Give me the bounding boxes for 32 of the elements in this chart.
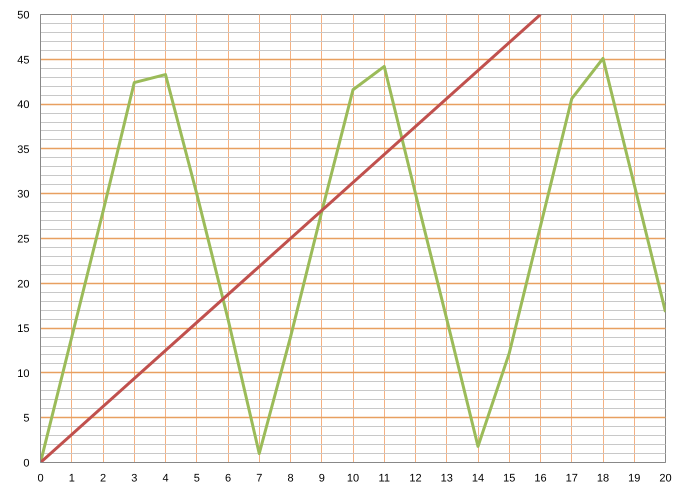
x-tick-label: 18 bbox=[596, 472, 610, 484]
y-tick-label: 20 bbox=[17, 278, 30, 290]
y-tick-label: 50 bbox=[17, 10, 30, 22]
x-tick-label: 14 bbox=[472, 472, 484, 484]
x-tick-label: 19 bbox=[628, 472, 640, 484]
x-tick-label: 3 bbox=[131, 472, 138, 484]
x-tick-label: 1 bbox=[68, 472, 75, 484]
x-tick-label: 9 bbox=[318, 472, 325, 484]
y-tick-label: 0 bbox=[23, 458, 30, 470]
x-tick-label: 5 bbox=[194, 472, 200, 484]
x-tick-label: 11 bbox=[378, 472, 390, 484]
x-tick-label: 7 bbox=[256, 472, 262, 484]
x-tick-label: 0 bbox=[37, 472, 44, 484]
x-tick-label: 10 bbox=[346, 472, 360, 484]
y-tick-label: 5 bbox=[23, 412, 30, 425]
y-tick-label: 25 bbox=[17, 234, 30, 246]
x-tick-label: 13 bbox=[440, 472, 453, 484]
x-tick-label: 16 bbox=[534, 472, 547, 484]
y-tick-label: 15 bbox=[17, 323, 30, 336]
y-tick-label: 10 bbox=[17, 368, 30, 380]
x-tick-label: 12 bbox=[409, 472, 422, 484]
x-tick-label: 6 bbox=[224, 472, 232, 484]
x-tick-label: 17 bbox=[566, 472, 578, 484]
x-tick-label: 15 bbox=[503, 472, 516, 484]
y-tick-label: 40 bbox=[17, 99, 30, 112]
x-tick-label: 4 bbox=[162, 472, 169, 484]
x-tick-label: 20 bbox=[659, 472, 672, 484]
y-tick-label: 35 bbox=[17, 144, 30, 156]
x-tick-label: 8 bbox=[287, 472, 294, 484]
y-tick-label: 45 bbox=[17, 54, 30, 66]
y-tick-label: 30 bbox=[17, 188, 30, 201]
x-tick-label: 2 bbox=[100, 472, 106, 484]
